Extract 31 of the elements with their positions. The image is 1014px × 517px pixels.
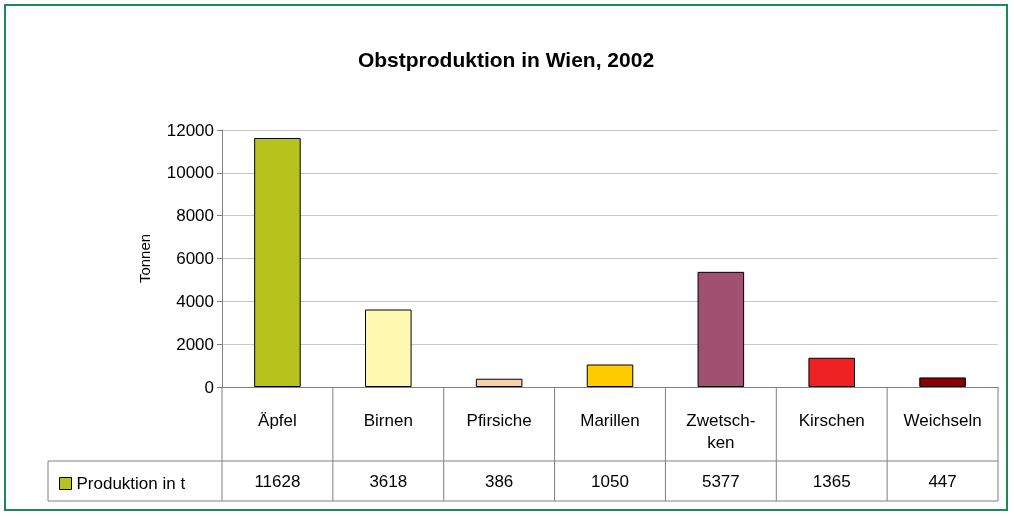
- data-label: 3618: [369, 471, 408, 491]
- y-tick-label: 0: [204, 377, 214, 397]
- x-tick-label: Zwetsch- ken: [686, 410, 756, 452]
- legend-label: Produktion in t: [76, 474, 186, 493]
- bar: [697, 271, 745, 387]
- y-tick-label: 12000: [166, 120, 214, 140]
- bar: [808, 357, 855, 387]
- y-tick-label: 4000: [176, 291, 214, 311]
- x-tick-label: Pfirsiche: [466, 410, 532, 430]
- x-tick-label: Äpfel: [258, 410, 297, 430]
- data-label: 386: [484, 471, 514, 491]
- bar: [254, 137, 301, 387]
- data-label: 5377: [701, 471, 740, 491]
- x-tick-label: Birnen: [363, 410, 413, 430]
- x-tick-label: Kirschen: [798, 410, 865, 430]
- chart-title: Obstproduktion in Wien, 2002: [357, 48, 655, 71]
- y-tick-label: 10000: [166, 163, 214, 183]
- y-axis-title: Tonnen: [136, 233, 153, 284]
- data-label: 447: [928, 471, 957, 491]
- bar: [365, 309, 412, 387]
- data-label: 11628: [254, 471, 301, 491]
- y-tick-label: 2000: [176, 334, 214, 354]
- data-label: 1050: [591, 471, 629, 491]
- y-tick-label: 8000: [176, 206, 214, 226]
- x-tick-label: Marillen: [580, 410, 640, 430]
- bar: [475, 378, 523, 387]
- bar: [586, 364, 634, 387]
- data-label: 1365: [812, 471, 851, 491]
- y-tick-label: 6000: [176, 249, 214, 268]
- bar: [919, 377, 966, 387]
- x-tick-label: Weichseln: [903, 410, 982, 430]
